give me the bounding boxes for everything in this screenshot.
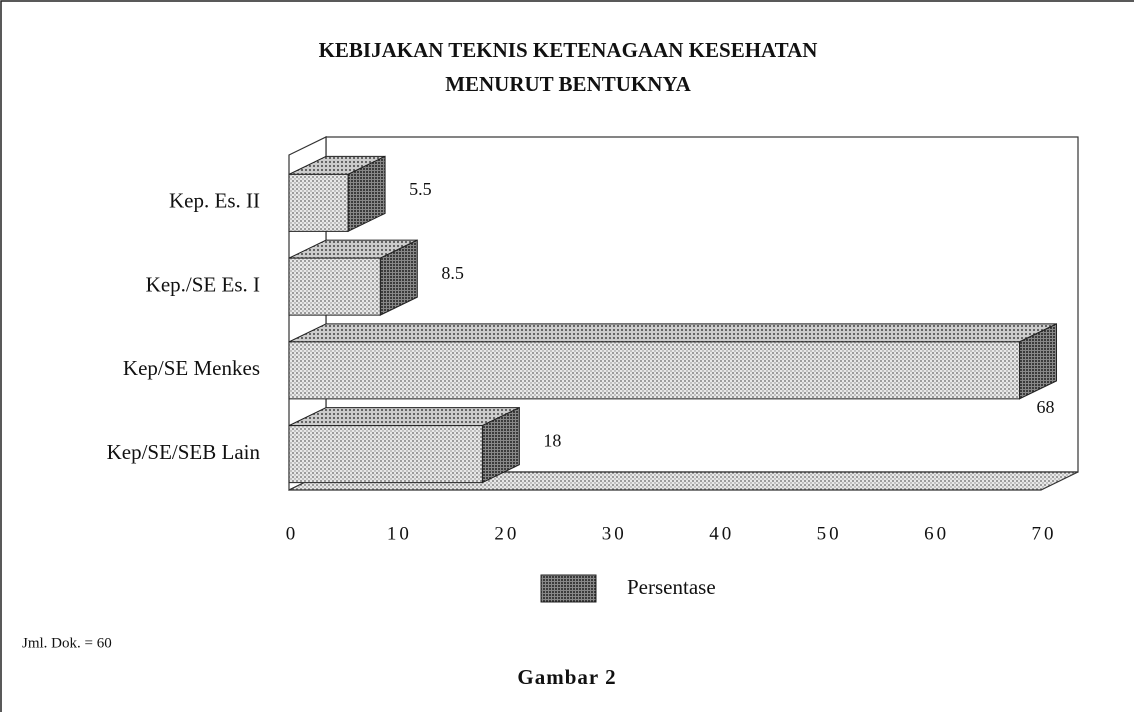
x-tick-label: 20 [494,523,519,544]
x-tick-label: 10 [387,523,412,544]
x-tick-label: 30 [602,523,627,544]
bar-top [288,323,1057,343]
legend-label: Persentase [627,575,716,599]
value-label: 68 [1037,397,1055,417]
value-label: 18 [543,430,561,450]
chart-title: KEBIJAKAN TEKNIS KETENAGAAN KESEHATAN [319,38,818,62]
x-tick-label: 0 [286,523,299,544]
value-label: 5.5 [409,179,432,199]
x-tick-label: 50 [817,523,842,544]
bar [288,173,349,232]
legend-swatch [540,574,597,603]
y-tick-label: Kep/SE Menkes [123,356,260,380]
y-tick-label: Kep/SE/SEB Lain [107,440,261,464]
bar [288,341,1021,400]
value-label: 8.5 [441,263,464,283]
bar [288,257,381,316]
y-tick-label: Kep./SE Es. I [146,272,260,296]
bar-top [288,407,520,427]
chart-title: MENURUT BENTUKNYA [445,72,691,96]
annotation: Gambar 2 [517,665,616,689]
annotation: Jml. Dok. = 60 [22,635,112,651]
y-tick-label: Kep. Es. II [169,189,260,213]
x-tick-label: 40 [709,523,734,544]
bar [288,425,483,484]
x-tick-label: 60 [924,523,949,544]
x-tick-label: 70 [1032,523,1057,544]
